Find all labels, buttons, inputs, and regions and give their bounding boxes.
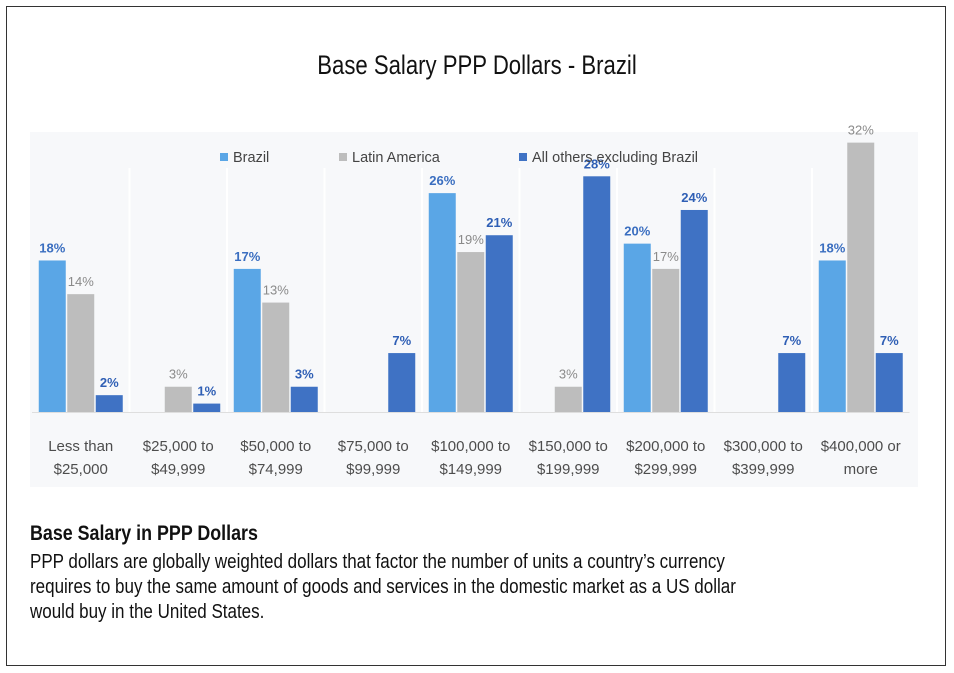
data-label: 2% [100, 375, 119, 390]
bar-brazil [428, 193, 456, 412]
bar-latin-america [457, 252, 485, 412]
data-label: 14% [68, 274, 94, 289]
x-tick-label: $75,000 to [338, 438, 409, 455]
x-tick-label: $199,999 [537, 461, 600, 478]
bar-all-others-excluding-brazil [583, 176, 611, 412]
bar-all-others-excluding-brazil [388, 353, 416, 412]
x-tick-label: more [844, 461, 878, 478]
description-line: requires to buy the same amount of goods… [30, 576, 736, 598]
bar-latin-america [652, 268, 680, 412]
x-tick-label: $149,999 [439, 461, 502, 478]
legend-label: Brazil [233, 150, 269, 166]
bar-latin-america [164, 386, 192, 412]
data-label: 19% [458, 232, 484, 247]
legend-swatch [220, 153, 228, 161]
x-tick-label: $50,000 to [240, 438, 311, 455]
data-label: 7% [392, 333, 411, 348]
legend-label: All others excluding Brazil [532, 150, 698, 166]
figure-frame [6, 6, 946, 666]
bar-all-others-excluding-brazil [193, 403, 221, 412]
legend-label: Latin America [352, 150, 441, 166]
data-label: 32% [848, 123, 874, 138]
bar-brazil [818, 260, 846, 412]
bar-latin-america [67, 294, 95, 412]
description-line: PPP dollars are globally weighted dollar… [30, 551, 725, 573]
bar-chart: 18% 17% 26% 20% 18% 14% 3% 13% 19% 3% 17% 32% 2% 1% 3%… [32, 122, 910, 478]
data-label: 1% [197, 384, 216, 399]
data-label: 3% [559, 367, 578, 382]
data-label: 17% [234, 249, 260, 264]
x-tick-label: Less than [48, 438, 113, 455]
x-tick-label: $400,000 or [821, 438, 901, 455]
legend-swatch [519, 153, 527, 161]
bar-all-others-excluding-brazil [778, 353, 806, 412]
bar-brazil [233, 268, 261, 412]
bar-all-others-excluding-brazil [95, 395, 123, 412]
data-label: 18% [39, 240, 65, 255]
x-tick-label: $49,999 [151, 461, 205, 478]
legend-swatch [339, 153, 347, 161]
description-title: Base Salary in PPP Dollars [30, 522, 258, 545]
bar-brazil [623, 243, 651, 412]
bar-all-others-excluding-brazil [290, 386, 318, 412]
bar-latin-america [847, 142, 875, 412]
bar-all-others-excluding-brazil [875, 353, 903, 412]
data-label: 7% [880, 333, 899, 348]
chart-title: Base Salary PPP Dollars - Brazil [317, 50, 637, 80]
x-tick-label: $300,000 to [724, 438, 803, 455]
bar-all-others-excluding-brazil [485, 235, 513, 412]
x-tick-label: $200,000 to [626, 438, 705, 455]
data-label: 17% [653, 249, 679, 264]
x-tick-label: $299,999 [634, 461, 697, 478]
data-label: 3% [295, 367, 314, 382]
data-label: 24% [681, 190, 707, 205]
x-tick-label: $150,000 to [529, 438, 608, 455]
x-tick-label: $100,000 to [431, 438, 510, 455]
x-tick-label: $99,999 [346, 461, 400, 478]
x-tick-label: $25,000 to [143, 438, 214, 455]
data-label: 21% [486, 215, 512, 230]
data-label: 26% [429, 173, 455, 188]
data-label: 3% [169, 367, 188, 382]
bar-all-others-excluding-brazil [680, 209, 708, 412]
data-label: 28% [584, 156, 610, 171]
description-body: PPP dollars are globally weighted dollar… [30, 550, 923, 625]
data-label: 18% [819, 240, 845, 255]
data-label: 7% [782, 333, 801, 348]
data-label: 20% [624, 224, 650, 239]
bar-latin-america [554, 386, 582, 412]
x-tick-label: $399,999 [732, 461, 795, 478]
x-tick-label: $25,000 [54, 461, 108, 478]
x-tick-label: $74,999 [249, 461, 303, 478]
description-line: would buy in the United States. [30, 601, 265, 623]
data-label: 13% [263, 283, 289, 298]
bar-latin-america [262, 302, 290, 412]
bar-brazil [38, 260, 66, 412]
